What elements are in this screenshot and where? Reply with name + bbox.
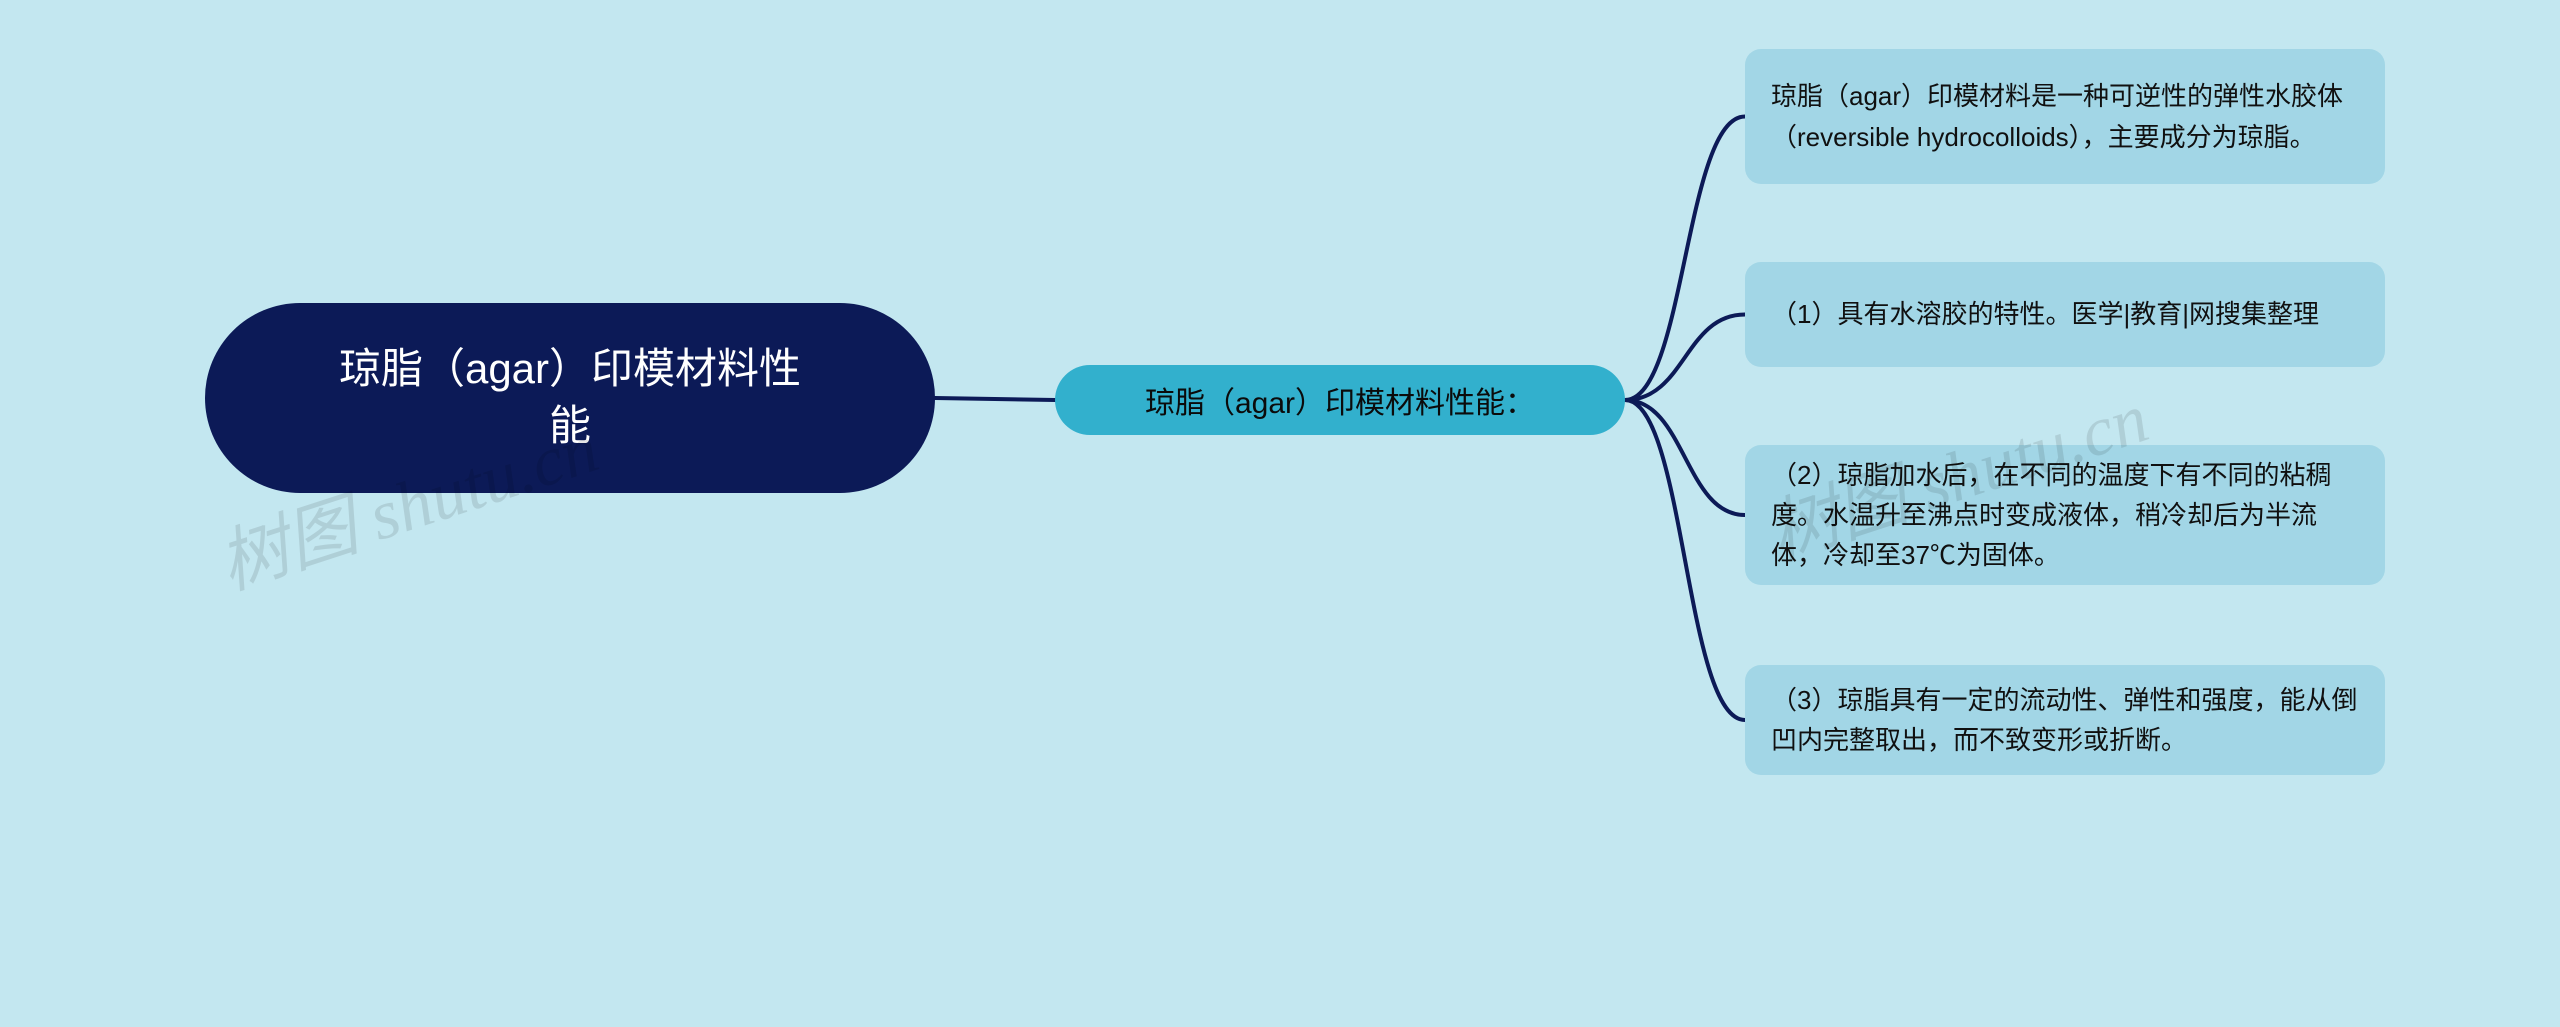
root-node-label: 琼脂（agar）印模材料性能	[339, 341, 801, 454]
leaf-node-0-text: 琼脂（agar）印模材料是一种可逆性的弹性水胶体（reversible hydr…	[1771, 76, 2359, 157]
leaf-node-3[interactable]: （3）琼脂具有一定的流动性、弹性和强度，能从倒凹内完整取出，而不致变形或折断。	[1745, 665, 2385, 775]
sub-node-label: 琼脂（agar）印模材料性能：	[1145, 378, 1535, 422]
root-node[interactable]: 琼脂（agar）印模材料性能	[205, 303, 935, 493]
leaf-node-0[interactable]: 琼脂（agar）印模材料是一种可逆性的弹性水胶体（reversible hydr…	[1745, 49, 2385, 184]
sub-node[interactable]: 琼脂（agar）印模材料性能：	[1055, 365, 1625, 435]
leaf-node-1-text: （1）具有水溶胶的特性。医学|教育|网搜集整理	[1771, 294, 2319, 334]
mindmap-canvas: 琼脂（agar）印模材料性能 琼脂（agar）印模材料性能： 琼脂（agar）印…	[0, 0, 2560, 1027]
leaf-node-3-text: （3）琼脂具有一定的流动性、弹性和强度，能从倒凹内完整取出，而不致变形或折断。	[1771, 680, 2359, 761]
leaf-node-2[interactable]: （2）琼脂加水后，在不同的温度下有不同的粘稠度。水温升至沸点时变成液体，稍冷却后…	[1745, 445, 2385, 585]
leaf-node-1[interactable]: （1）具有水溶胶的特性。医学|教育|网搜集整理	[1745, 262, 2385, 367]
leaf-node-2-text: （2）琼脂加水后，在不同的温度下有不同的粘稠度。水温升至沸点时变成液体，稍冷却后…	[1771, 455, 2359, 576]
